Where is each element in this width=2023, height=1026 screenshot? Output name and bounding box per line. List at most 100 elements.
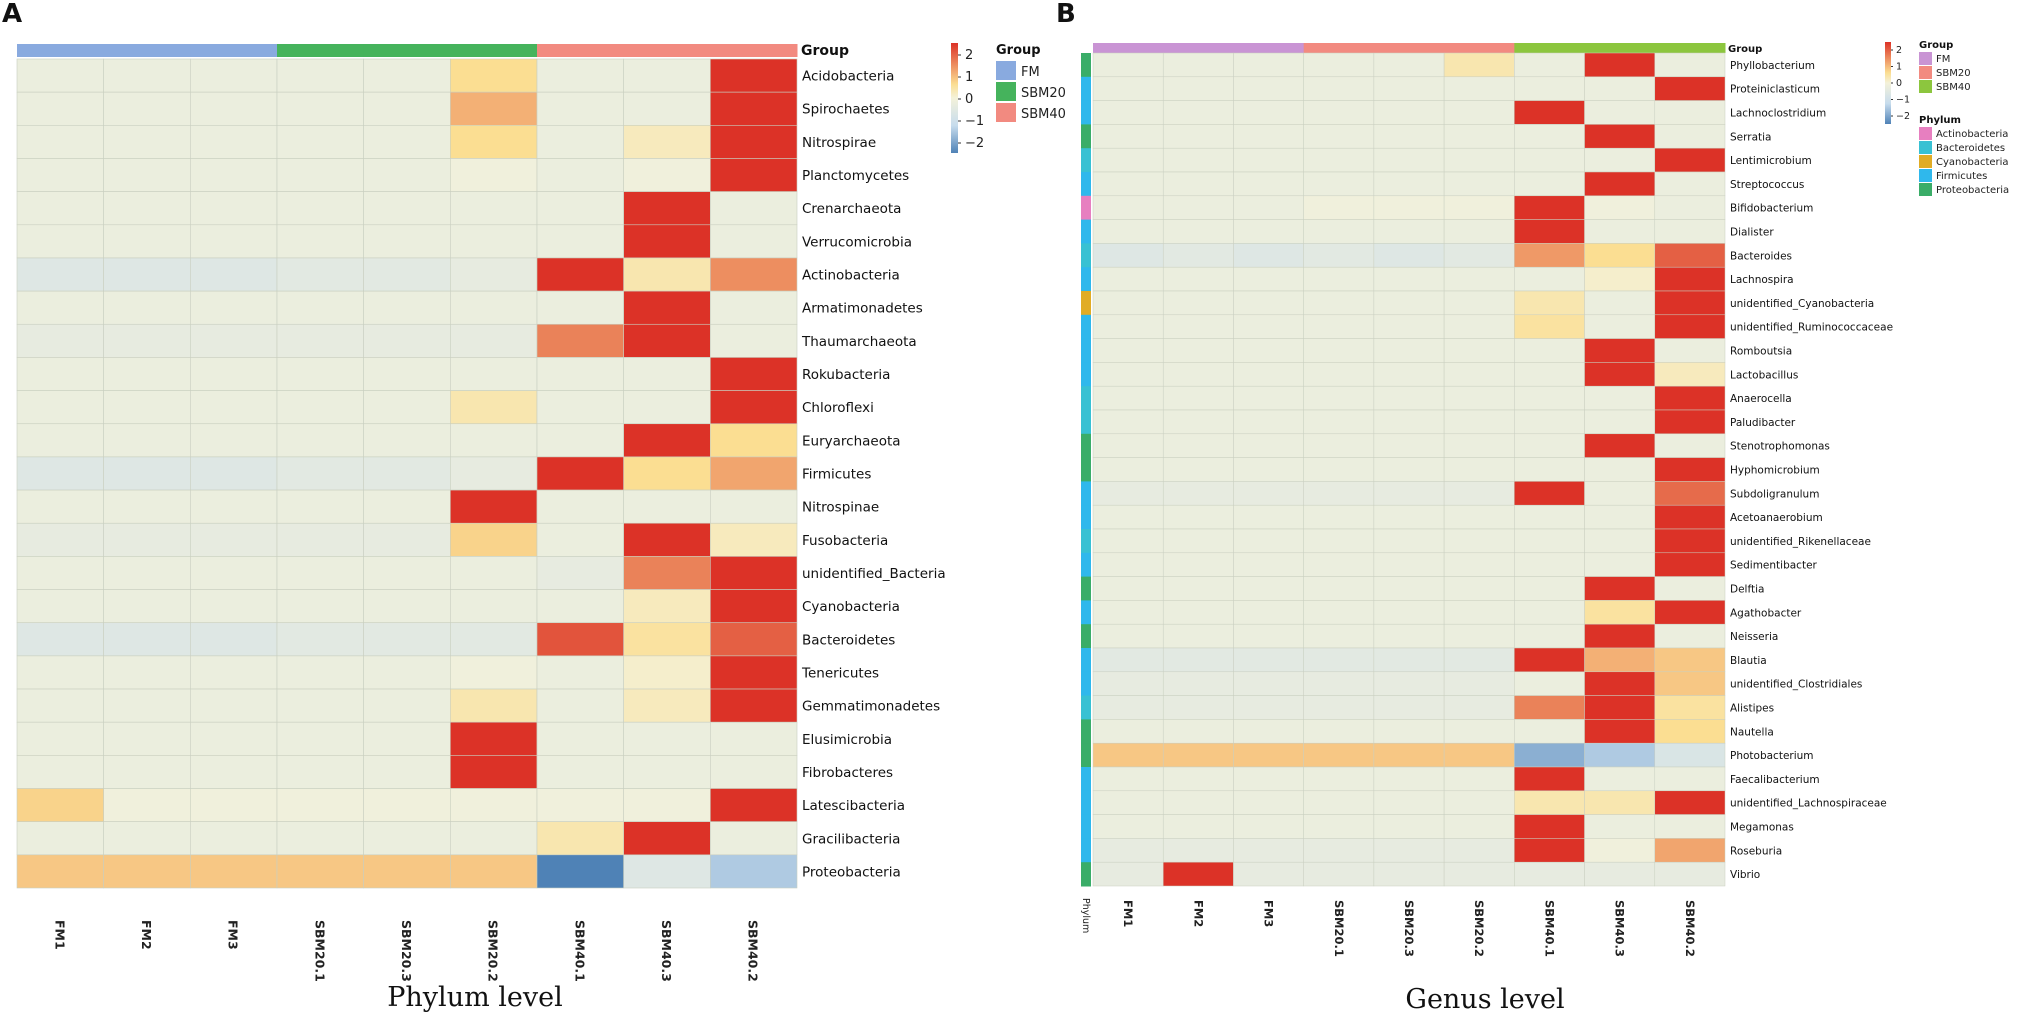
- heatmap-cell: [450, 357, 538, 391]
- row-label: Nautella: [1730, 726, 1774, 738]
- group-legend-swatch: [1919, 80, 1932, 93]
- column-label: SBM40.2: [746, 920, 761, 982]
- group-bar-cell: [1163, 43, 1234, 53]
- heatmap-cell: [103, 755, 191, 789]
- heatmap-cell: [103, 224, 191, 259]
- heatmap-cell: [363, 224, 451, 259]
- row-label: Subdoligranulum: [1730, 488, 1819, 500]
- heatmap-cell: [1233, 433, 1304, 458]
- heatmap-cell: [16, 788, 104, 822]
- heatmap-cell: [1654, 52, 1726, 78]
- heatmap-cell: [1092, 671, 1164, 696]
- heatmap-cell: [623, 688, 711, 723]
- heatmap-cell: [450, 224, 538, 259]
- column-label: SBM20.1: [1332, 900, 1346, 957]
- heatmap-cell: [450, 688, 538, 723]
- heatmap-cell: [363, 323, 451, 358]
- heatmap-cell: [1092, 147, 1164, 173]
- heatmap-cell: [1233, 671, 1304, 696]
- heatmap-cell: [623, 854, 711, 889]
- heatmap-cell: [623, 456, 711, 491]
- group-bar-cell: [1444, 43, 1515, 53]
- heatmap-cell: [710, 556, 798, 590]
- heatmap-cell: [1443, 742, 1515, 768]
- heatmap-cell: [1092, 219, 1164, 244]
- panel-a-caption: Phylum level: [387, 982, 563, 1013]
- phylum-bar-cell: [1081, 433, 1091, 459]
- heatmap-cell: [1654, 600, 1726, 625]
- heatmap-cell: [1373, 433, 1445, 458]
- group-bar-label: Group: [1728, 44, 1762, 55]
- heatmap-cell: [1514, 338, 1585, 363]
- heatmap-cell: [1162, 814, 1234, 839]
- heatmap-cell: [1162, 671, 1234, 696]
- heatmap-cell: [536, 290, 624, 325]
- heatmap-cell: [1373, 623, 1445, 649]
- heatmap-cell: [536, 125, 624, 159]
- heatmap-cell: [710, 125, 798, 159]
- heatmap-cell: [1303, 433, 1375, 458]
- heatmap-cell: [1092, 76, 1164, 101]
- heatmap-cell: [363, 158, 451, 192]
- heatmap-cell: [623, 323, 711, 358]
- heatmap-cell: [1303, 171, 1375, 197]
- heatmap-cell: [1303, 481, 1375, 506]
- phylum-bar-cell: [1081, 76, 1091, 102]
- heatmap-cell: [190, 257, 278, 292]
- heatmap-cell: [1584, 124, 1656, 149]
- heatmap-cell: [1092, 266, 1164, 292]
- group-bar-cell: [277, 44, 365, 57]
- heatmap-cell: [536, 191, 624, 226]
- heatmap-cell: [710, 589, 798, 624]
- heatmap-cell: [536, 854, 624, 889]
- heatmap-cell: [1162, 266, 1234, 292]
- heatmap-cell: [363, 125, 451, 159]
- phylum-bar-cell: [1081, 410, 1091, 435]
- phylum-bar-cell: [1081, 671, 1091, 697]
- row-label: Bacteroides: [1730, 250, 1792, 262]
- row-label: Fusobacteria: [802, 533, 888, 549]
- heatmap-cell: [1654, 647, 1726, 673]
- heatmap-cell: [1092, 838, 1164, 863]
- heatmap-cell: [1303, 600, 1375, 625]
- phylum-bar-cell: [1081, 291, 1091, 316]
- heatmap-cell: [1162, 385, 1234, 411]
- heatmap-cell: [1373, 528, 1445, 554]
- heatmap-cell: [1443, 409, 1515, 435]
- heatmap-cell: [1373, 147, 1445, 173]
- heatmap-cell: [1443, 195, 1515, 220]
- heatmap-cell: [1443, 76, 1515, 101]
- heatmap-cell: [190, 224, 278, 259]
- heatmap-cell: [1303, 647, 1375, 673]
- phylum-legend-label: Actinobacteria: [1936, 129, 2008, 140]
- heatmap-cell: [276, 788, 364, 822]
- heatmap-cell: [103, 390, 191, 425]
- heatmap-cell: [1373, 481, 1445, 506]
- heatmap-cell: [1443, 647, 1515, 673]
- phylum-legend-swatch: [1919, 169, 1932, 182]
- row-label: unidentified_Cyanobacteria: [1730, 298, 1874, 310]
- heatmap-cell: [363, 257, 451, 292]
- heatmap-cell: [363, 854, 451, 889]
- heatmap-cell: [276, 755, 364, 789]
- row-label: Lactobacillus: [1730, 369, 1798, 381]
- phylum-bar-cell: [1081, 100, 1091, 125]
- heatmap-cell: [1092, 790, 1164, 815]
- row-label: Bacteroidetes: [802, 632, 895, 648]
- phylum-legend-swatch: [1919, 141, 1932, 154]
- heatmap-cell: [710, 257, 798, 292]
- row-label: Armatimonadetes: [802, 301, 923, 317]
- color-scale-tick-label: 1: [1896, 62, 1902, 73]
- heatmap-cell: [1514, 623, 1585, 649]
- row-label: Alistipes: [1730, 703, 1774, 715]
- heatmap-cell: [1303, 766, 1375, 792]
- heatmap-cell: [1654, 528, 1726, 554]
- heatmap-cell: [190, 423, 278, 458]
- heatmap-cell: [1373, 219, 1445, 244]
- heatmap-cell: [1233, 528, 1304, 554]
- heatmap-cell: [1233, 147, 1304, 173]
- heatmap-cell: [1443, 766, 1515, 792]
- panel-b-caption: Genus level: [1405, 984, 1564, 1015]
- heatmap-cell: [1654, 576, 1726, 601]
